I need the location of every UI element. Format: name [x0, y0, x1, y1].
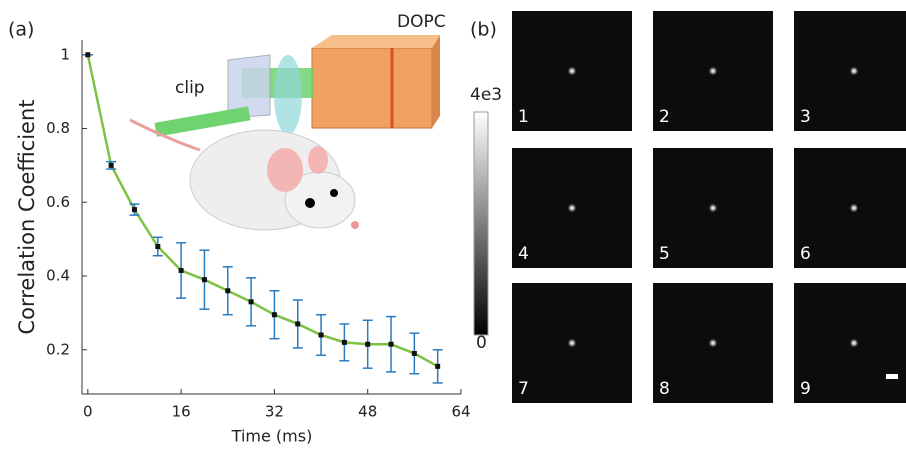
spot: [567, 203, 577, 213]
y-axis-label: Correlation Coefficient: [15, 99, 39, 334]
point: [225, 288, 230, 293]
spot: [849, 66, 859, 76]
x-tick-label: 0: [83, 403, 93, 421]
point: [155, 244, 160, 249]
x-tick-label: 16: [172, 403, 191, 421]
spot: [849, 338, 859, 348]
spot: [567, 66, 577, 76]
frame-label: 2: [659, 107, 670, 127]
frame-label: 1: [518, 107, 529, 127]
point: [365, 342, 370, 347]
point: [435, 364, 440, 369]
page: {"chart_data": {"type": "line", "panel_l…: [0, 0, 906, 452]
scale-bar: [886, 374, 898, 379]
y-tick-label: 0.4: [46, 267, 70, 285]
y-tick-label: 0.6: [46, 193, 70, 211]
x-tick-label: 48: [358, 403, 377, 421]
frame-label: 8: [659, 379, 670, 399]
figure: (a) (b) DOPC clip Time (ms) Correlation …: [0, 0, 906, 452]
frame-label: 3: [800, 107, 811, 127]
x-tick-label: 64: [451, 403, 470, 421]
point: [412, 351, 417, 356]
frame-label: 4: [518, 244, 529, 264]
annotation: DOPC: [397, 12, 446, 32]
panel-label: (b): [470, 19, 497, 41]
point: [249, 299, 254, 304]
colorbar-label: 0: [476, 333, 487, 353]
point: [132, 207, 137, 212]
y-tick-label: 1: [60, 45, 70, 63]
illustration: [130, 35, 440, 230]
frame-label: 6: [800, 244, 811, 264]
x-tick-label: 32: [265, 403, 284, 421]
spot: [849, 203, 859, 213]
annotation: clip: [175, 78, 205, 98]
point: [295, 321, 300, 326]
y-tick-label: 0.8: [46, 119, 70, 137]
point: [109, 163, 114, 168]
colorbar: [474, 112, 488, 335]
panel-label: (a): [8, 19, 34, 41]
spot: [708, 203, 718, 213]
frame-label: 9: [800, 379, 811, 399]
point: [179, 268, 184, 273]
spot: [708, 338, 718, 348]
frame-label: 5: [659, 244, 670, 264]
point: [319, 333, 324, 338]
point: [342, 340, 347, 345]
spot: [567, 338, 577, 348]
point: [202, 277, 207, 282]
point: [85, 52, 90, 57]
frame-label: 7: [518, 379, 529, 399]
point: [272, 312, 277, 317]
colorbar-label: 4e3: [470, 85, 502, 105]
x-axis-label: Time (ms): [231, 427, 313, 446]
spot: [708, 66, 718, 76]
point: [389, 342, 394, 347]
y-tick-label: 0.2: [46, 340, 70, 358]
